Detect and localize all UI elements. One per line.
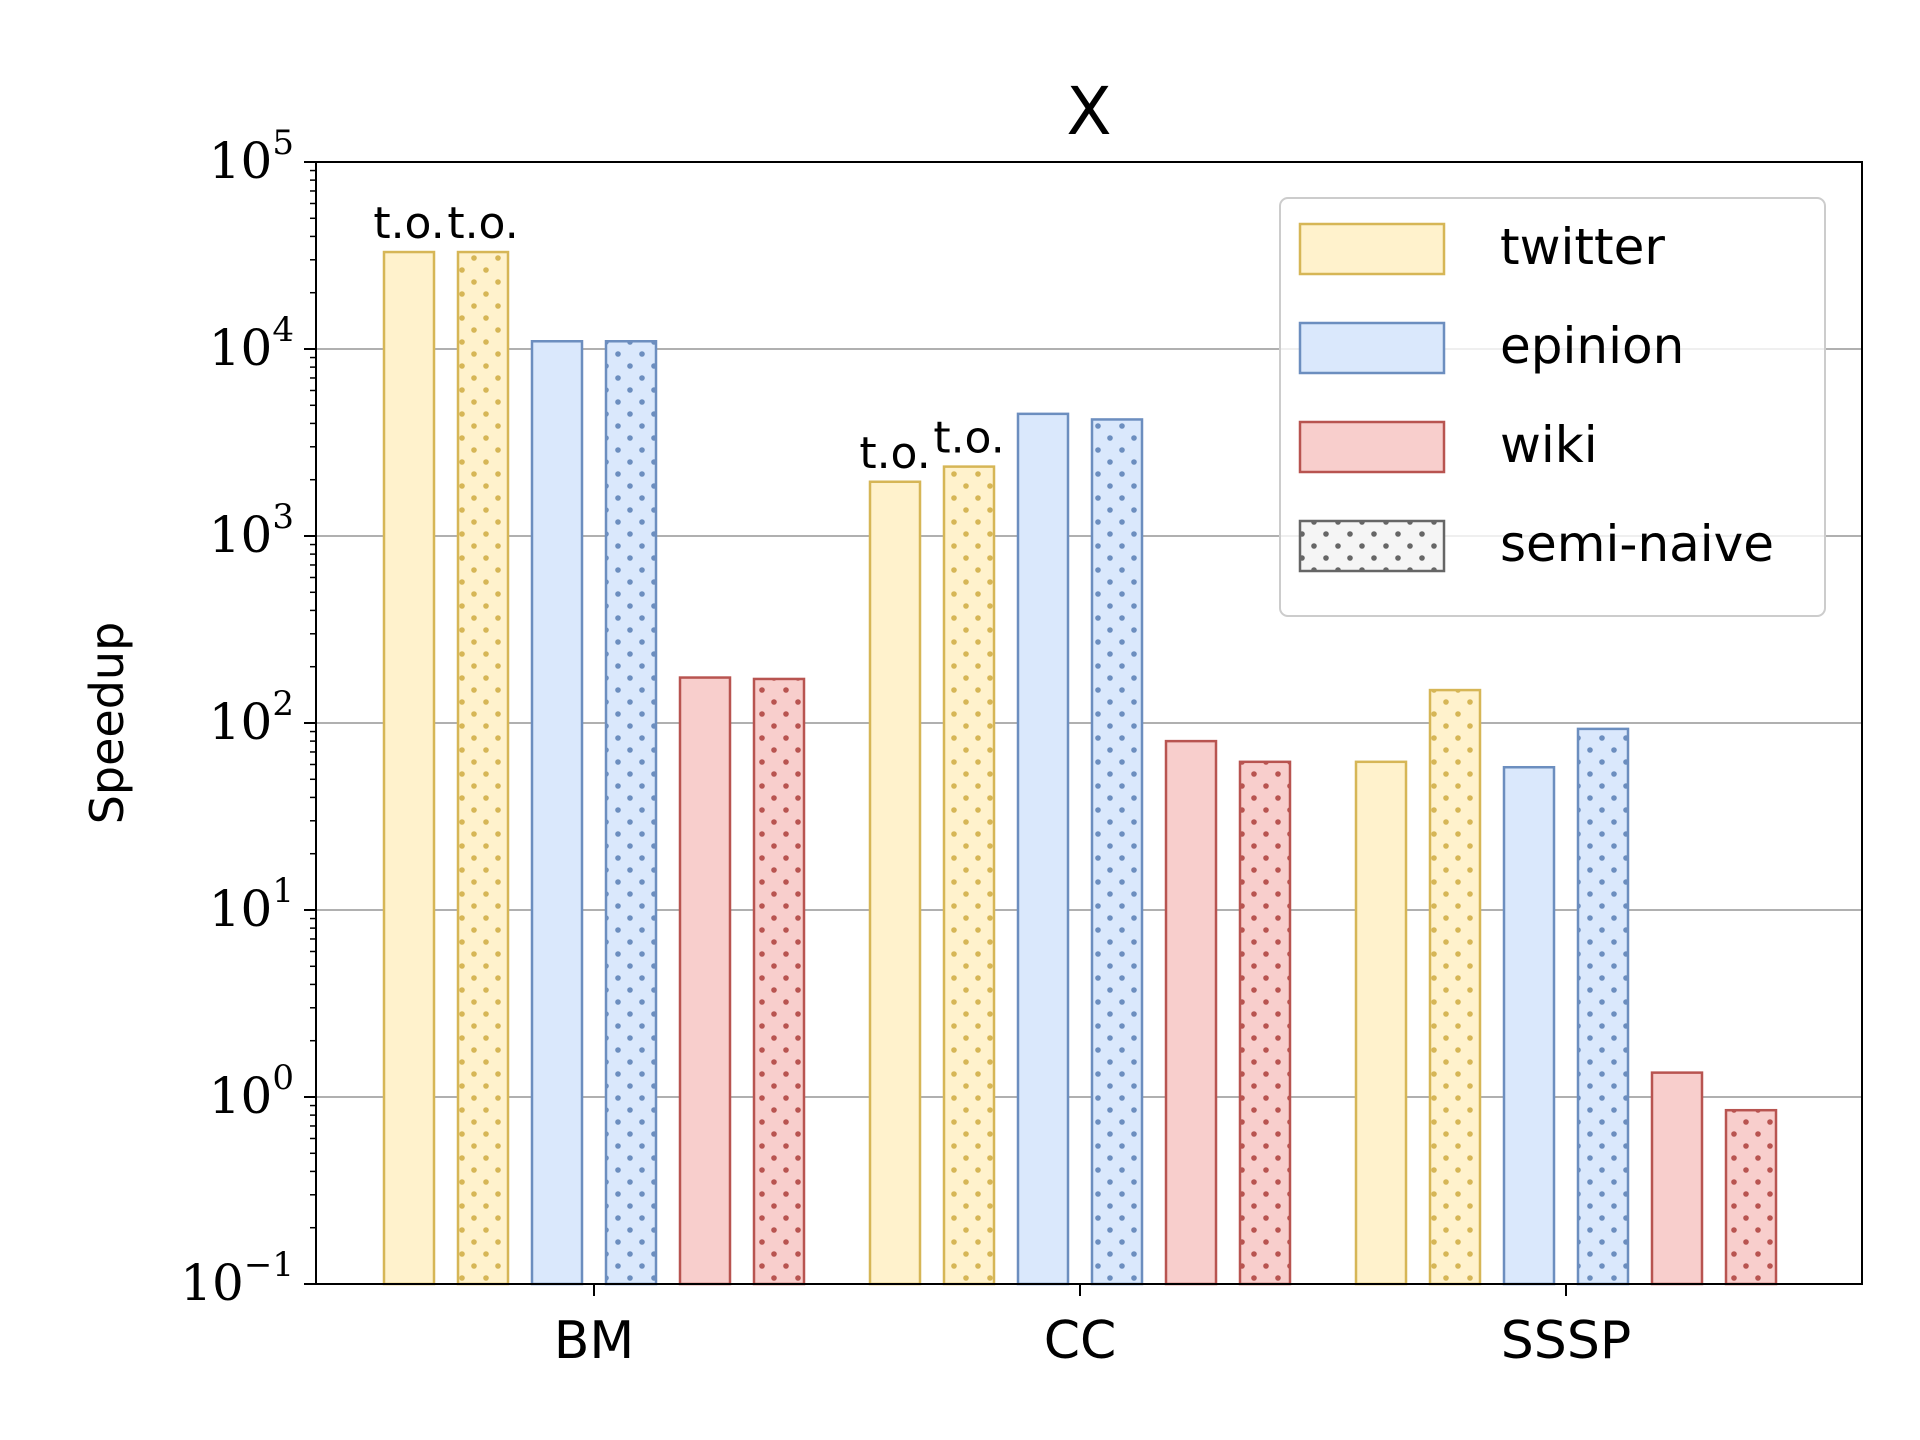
legend-swatch-semi-naive (1298, 519, 1446, 573)
x-tick-label: SSSP (1501, 1311, 1631, 1371)
y-axis-label: Speedup (80, 622, 134, 825)
bar-wiki-semi-naive-cc (1238, 760, 1292, 1286)
y-tick-base: 10 (209, 1067, 273, 1125)
legend: twitter epinion wiki semi-naive (1279, 197, 1826, 617)
y-tick-base: 10 (209, 132, 273, 190)
bar-twitter-cc (868, 480, 922, 1286)
timeout-annotation: t.o. (859, 428, 930, 479)
bars-layer (382, 250, 1778, 1286)
y-tick-base: 10 (209, 506, 273, 564)
y-tick-exponent: 0 (272, 1058, 294, 1098)
bar-epinion-sssp (1502, 765, 1556, 1286)
legend-label-semi-naive: semi-naive (1500, 515, 1774, 573)
bar-wiki-sssp (1650, 1071, 1704, 1286)
y-tick-label: 102 (209, 684, 294, 751)
legend-label-epinion: epinion (1500, 317, 1684, 375)
timeout-annotation: t.o. (447, 198, 518, 249)
bar-epinion-semi-naive-bm (604, 340, 658, 1286)
y-tick-label: 101 (209, 871, 294, 938)
legend-label-twitter: twitter (1500, 218, 1665, 276)
y-tick-exponent: −1 (244, 1245, 294, 1285)
bar-epinion-bm (530, 340, 584, 1286)
x-tick-label: BM (554, 1311, 635, 1371)
y-tick-base: 10 (180, 1254, 244, 1312)
bar-epinion-semi-naive-sssp (1576, 727, 1630, 1286)
y-tick-exponent: 4 (272, 310, 294, 350)
y-tick-label: 105 (209, 123, 294, 190)
legend-swatch-twitter (1298, 222, 1446, 276)
bar-epinion-cc (1016, 412, 1070, 1286)
legend-frame (1279, 197, 1826, 617)
y-tick-base: 10 (209, 319, 273, 377)
chart-title: X (1066, 73, 1111, 150)
y-tick-base: 10 (209, 693, 273, 751)
x-tick-label: CC (1044, 1311, 1117, 1371)
y-tick-exponent: 5 (272, 123, 294, 163)
bar-wiki-semi-naive-bm (752, 677, 806, 1286)
bar-twitter-semi-naive-sssp (1428, 688, 1482, 1286)
bar-wiki-semi-naive-sssp (1724, 1108, 1778, 1286)
bar-wiki-cc (1164, 739, 1218, 1286)
timeout-annotation: t.o. (373, 198, 444, 249)
y-tick-label: 104 (209, 310, 294, 377)
legend-swatch-epinion (1298, 321, 1446, 375)
y-tick-label: 100 (209, 1058, 294, 1125)
bar-wiki-bm (678, 676, 732, 1286)
bar-twitter-bm (382, 250, 436, 1286)
bar-twitter-semi-naive-bm (456, 250, 510, 1286)
y-tick-exponent: 3 (272, 497, 294, 537)
ticks-layer (304, 161, 1567, 1296)
bar-twitter-sssp (1354, 760, 1408, 1286)
legend-label-wiki: wiki (1500, 416, 1598, 474)
y-tick-label: 10−1 (180, 1245, 294, 1312)
bar-twitter-semi-naive-cc (942, 465, 996, 1286)
legend-swatch-wiki (1298, 420, 1446, 474)
timeout-annotation: t.o. (933, 413, 1004, 464)
y-tick-exponent: 1 (272, 871, 294, 911)
y-tick-exponent: 2 (272, 684, 294, 724)
y-tick-base: 10 (209, 880, 273, 938)
bar-epinion-semi-naive-cc (1090, 418, 1144, 1286)
y-tick-label: 103 (209, 497, 294, 564)
